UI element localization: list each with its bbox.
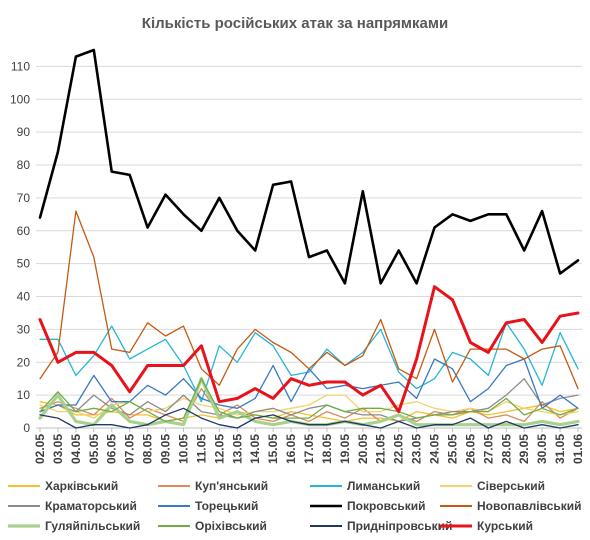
x-axis: 02.05 03.05 04.05 05.05 06.05 07.05 08.05 09.05…: [33, 427, 585, 464]
legend-item-куп-янський: Куп'янський: [158, 479, 268, 493]
legend-label: Харківський: [45, 479, 118, 493]
x-tick-label: 10.05: [176, 434, 190, 464]
legend-item-гуляйпільський: Гуляйпільський: [8, 519, 140, 533]
legend: Харківський Куп'янський Лиманський Сіверськ…: [8, 479, 582, 533]
chart-title: Кількість російських атак за напрямками: [142, 15, 448, 32]
x-tick-label: 29.05: [517, 434, 531, 464]
x-tick-label: 18.05: [320, 434, 334, 464]
series-line-лиманський: [39, 322, 579, 403]
x-tick-label: 06.05: [105, 434, 119, 464]
legend-label: Торецький: [195, 499, 258, 513]
x-tick-label: 01.06: [571, 434, 585, 464]
x-tick-label: 05.05: [87, 434, 101, 464]
y-tick-label: 60: [17, 224, 31, 238]
series-line-куп-янський: [39, 387, 579, 423]
x-tick-label: 15.05: [266, 434, 280, 464]
x-tick-label: 11.05: [194, 434, 208, 464]
x-tick-label: 30.05: [535, 434, 549, 464]
series-line-покровський: [38, 48, 580, 285]
x-tick-label: 07.05: [123, 434, 137, 464]
series-line-придніпровський: [39, 407, 579, 429]
x-tick-label: 14.05: [248, 434, 262, 464]
legend-item-оріхівський: Оріхівський: [158, 519, 267, 533]
y-tick-label: 80: [17, 158, 31, 172]
y-tick-label: 70: [17, 191, 31, 205]
y-axis-ticks: 0 10 20 30 40 50 60 70 80 90 100 110: [10, 59, 30, 435]
legend-label: Гуляйпільський: [45, 519, 140, 533]
x-tick-label: 08.05: [141, 434, 155, 464]
y-tick-label: 100: [10, 92, 30, 106]
legend-label: Курський: [477, 519, 533, 533]
x-tick-label: 26.05: [463, 434, 477, 464]
legend-item-харківський: Харківський: [8, 479, 118, 493]
y-tick-label: 40: [17, 290, 31, 304]
legend-label: Новопавлівський: [477, 499, 582, 513]
x-tick-label: 03.05: [51, 434, 65, 464]
legend-item-покровський: Покровський: [310, 499, 426, 513]
x-tick-label: 31.05: [553, 434, 567, 464]
legend-label: Придніпровський: [347, 519, 452, 533]
x-tick-label: 17.05: [302, 434, 316, 464]
y-tick-label: 90: [17, 125, 31, 139]
legend-label: Краматорський: [45, 499, 137, 513]
legend-item-новопавлівський: Новопавлівський: [440, 499, 582, 513]
x-tick-label: 12.05: [212, 434, 226, 464]
y-tick-label: 0: [23, 421, 30, 435]
series-line-краматорський: [39, 378, 579, 423]
series-line-новопавлівський: [39, 210, 579, 390]
x-tick-label: 20.05: [356, 434, 370, 464]
series-line-оріхівський: [39, 378, 579, 423]
legend-label: Куп'янський: [195, 479, 268, 493]
legend-item-сіверський: Сіверський: [440, 479, 545, 493]
y-tick-label: 20: [17, 355, 31, 369]
legend-label: Сіверський: [477, 479, 545, 493]
x-tick-label: 23.05: [410, 434, 424, 464]
x-tick-label: 21.05: [374, 434, 388, 464]
x-tick-label: 25.05: [445, 434, 459, 464]
series-lines: [38, 48, 580, 429]
legend-item-придніпровський: Придніпровський: [310, 519, 452, 533]
y-tick-label: 50: [17, 257, 31, 271]
series-line-курський: [38, 285, 580, 414]
y-tick-label: 30: [17, 322, 31, 336]
legend-item-торецький: Торецький: [158, 499, 258, 513]
legend-item-лиманський: Лиманський: [310, 479, 420, 493]
x-tick-label: 19.05: [338, 434, 352, 464]
legend-label: Оріхівський: [195, 519, 267, 533]
x-tick-label: 04.05: [69, 434, 83, 464]
legend-label: Лиманський: [347, 479, 420, 493]
y-tick-label: 110: [11, 59, 30, 73]
x-tick-label: 02.05: [33, 434, 47, 464]
legend-label: Покровський: [347, 499, 426, 513]
x-tick-label: 13.05: [230, 434, 244, 464]
x-tick-label: 16.05: [284, 434, 298, 464]
legend-item-курський: Курський: [440, 519, 533, 533]
x-tick-label: 09.05: [159, 434, 173, 464]
x-tick-label: 24.05: [428, 434, 442, 464]
x-tick-label: 28.05: [499, 434, 513, 464]
y-tick-label: 10: [17, 388, 31, 402]
x-tick-label: 27.05: [481, 434, 495, 464]
x-tick-label: 22.05: [392, 434, 406, 464]
legend-item-краматорський: Краматорський: [8, 499, 137, 513]
gridlines: [36, 65, 582, 429]
